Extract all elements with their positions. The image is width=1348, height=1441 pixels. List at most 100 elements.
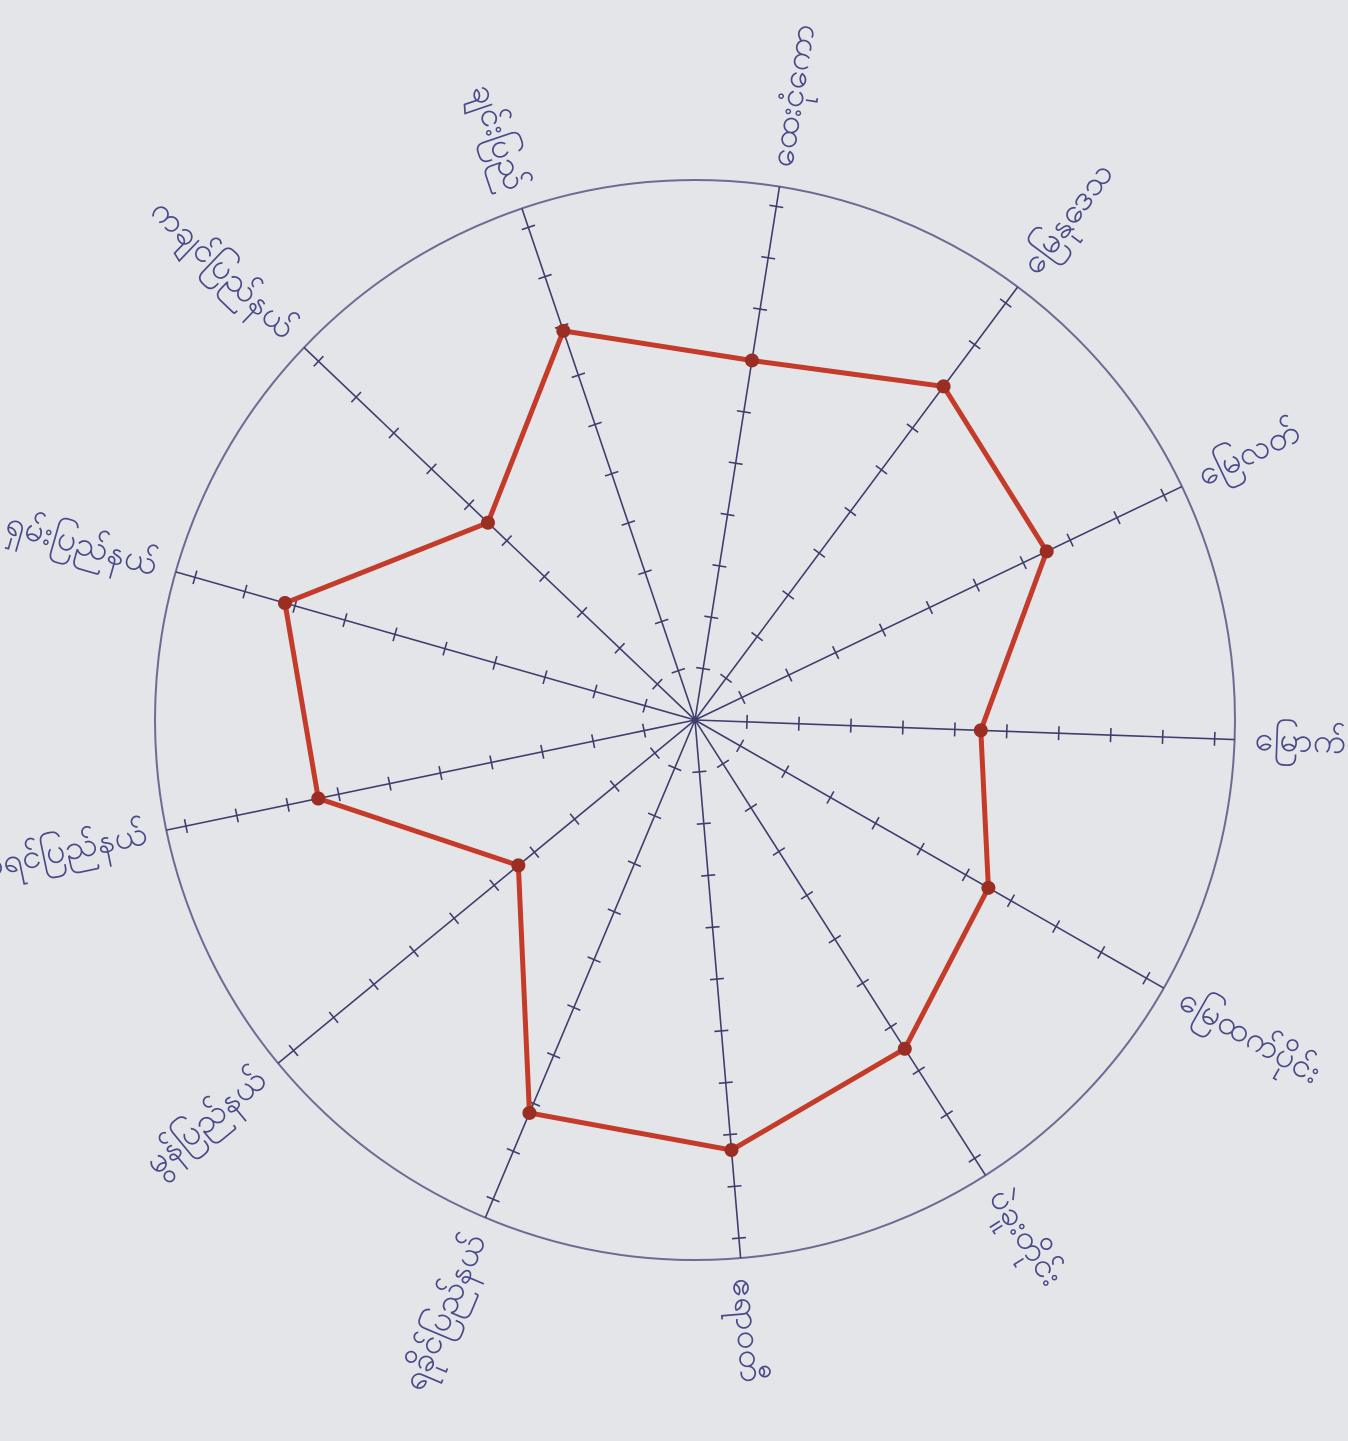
chart: ထေးငုံကောမြေနုဒေသမြေလတ်မြောက်ပိုင်းမြေထက… (0, 0, 1348, 1441)
tick-mark (786, 669, 792, 682)
tick-mark (1162, 730, 1163, 744)
tick-mark (1143, 972, 1150, 984)
spoke (695, 720, 985, 1175)
tick-mark (701, 875, 715, 876)
tick-mark (913, 1067, 925, 1075)
tick-mark (692, 771, 706, 772)
tick-mark (697, 823, 711, 824)
data-point (511, 858, 525, 872)
tick-mark (962, 869, 969, 881)
spoke (166, 720, 695, 830)
tick-mark (801, 892, 813, 900)
tick-mark (969, 341, 980, 349)
tick-mark (1098, 946, 1105, 958)
tick-mark (728, 1186, 742, 1187)
tick-mark (450, 913, 459, 924)
tick-mark (369, 979, 378, 990)
tick-mark (1020, 556, 1026, 569)
tick-mark (1000, 299, 1011, 307)
data-point (1040, 544, 1054, 558)
tick-mark (857, 979, 869, 987)
tick-mark (872, 817, 879, 829)
tick-mark (714, 1030, 728, 1031)
tick-mark (833, 646, 839, 659)
tick-mark (851, 719, 852, 733)
tick-mark (941, 1111, 953, 1119)
spoke (695, 720, 1164, 988)
tick-mark (721, 513, 735, 515)
tick-mark (827, 791, 834, 803)
axis-label: ဧရာဝတီ (718, 1276, 773, 1384)
tick-mark (610, 781, 619, 792)
tick-mark (704, 616, 718, 618)
tick-mark (1053, 920, 1060, 932)
tick-mark (490, 880, 499, 891)
data-polygon (285, 331, 1047, 1150)
tick-mark (829, 935, 841, 943)
tick-mark (719, 1082, 733, 1083)
tick-mark (1114, 511, 1120, 524)
tick-mark (720, 674, 731, 682)
axis-label: မြေနုဒေသ (1012, 154, 1126, 285)
tick-mark (973, 579, 979, 592)
data-point (981, 881, 995, 895)
tick-mark (650, 748, 659, 759)
tick-mark (737, 740, 744, 752)
tick-mark (717, 760, 729, 768)
spoke (522, 208, 695, 720)
spoke (695, 720, 741, 1258)
axis-label: ကရင်ပြည်နယ် (0, 813, 152, 895)
tick-mark (969, 1155, 981, 1163)
tick-mark (706, 927, 720, 928)
tick-mark (876, 466, 887, 474)
tick-mark (955, 722, 956, 736)
tick-mark (747, 715, 748, 729)
tick-mark (723, 1134, 737, 1135)
spoke (485, 720, 695, 1218)
tick-mark (329, 1012, 338, 1023)
axis-label: မြောက်ပိုင်း (1254, 719, 1348, 770)
tick-mark (885, 1023, 897, 1031)
tick-mark (696, 668, 710, 670)
page: {"chart_data": {"type": "radar", "catego… (0, 0, 1348, 1441)
axis-label: ချင်းပြည် (457, 78, 536, 197)
data-point (937, 379, 951, 393)
tick-mark (761, 257, 775, 259)
tick-mark (880, 624, 886, 637)
data-point (745, 353, 759, 367)
tick-mark (745, 804, 757, 812)
axis-label: မြေထက်ပိုင်း (1169, 979, 1328, 1097)
tick-mark (753, 308, 767, 310)
tick-mark (410, 946, 419, 957)
tick-mark (814, 549, 825, 557)
tick-mark (570, 814, 579, 825)
tick-mark (845, 507, 856, 515)
spoke (695, 720, 1235, 740)
spoke (695, 487, 1182, 720)
tick-mark (712, 565, 726, 567)
data-point (278, 596, 292, 610)
axis-label: ရခိုင်ပြည်နယ် (393, 1228, 500, 1399)
tick-mark (799, 717, 800, 731)
tick-mark (752, 632, 763, 640)
data-point (556, 324, 570, 338)
tick-mark (1067, 534, 1073, 547)
tick-mark (710, 978, 724, 979)
spoke (695, 187, 779, 720)
data-point (311, 791, 325, 805)
tick-mark (1161, 489, 1167, 502)
tick-mark (530, 847, 539, 858)
axis-label: ကချင်ပြည်နယ် (139, 190, 305, 351)
spoke (695, 287, 1018, 720)
tick-mark (782, 766, 789, 778)
tick-mark (907, 424, 918, 432)
tick-mark (732, 1238, 746, 1239)
tick-mark (1007, 724, 1008, 738)
tick-mark (903, 721, 904, 735)
data-point (481, 516, 495, 530)
tick-mark (1214, 732, 1215, 746)
tick-mark (1059, 726, 1060, 740)
tick-mark (737, 411, 751, 413)
spoke (278, 720, 695, 1063)
tick-mark (783, 591, 794, 599)
